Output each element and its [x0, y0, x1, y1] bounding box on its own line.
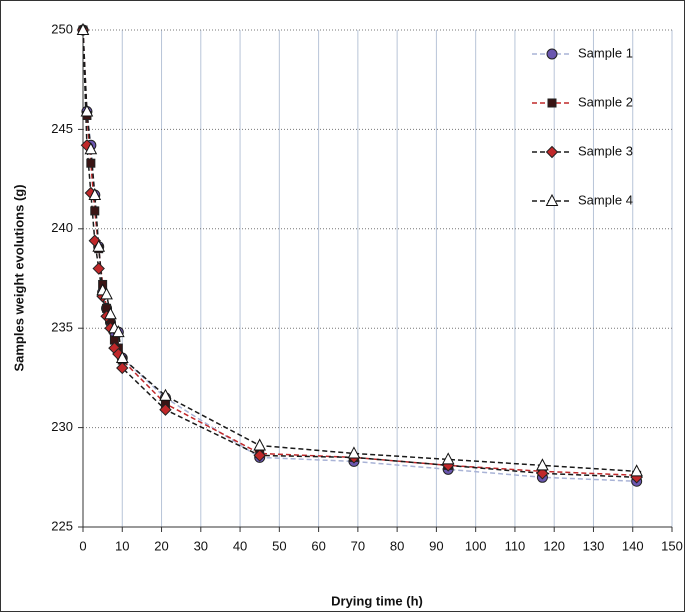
- legend-label: Sample 1: [578, 45, 633, 60]
- marker: [80, 104, 94, 117]
- x-tick-label: 10: [115, 538, 129, 553]
- marker: [92, 262, 105, 275]
- marker: [545, 193, 559, 206]
- marker: [116, 361, 129, 375]
- marker: [92, 239, 106, 252]
- marker: [86, 158, 96, 168]
- marker: [546, 48, 558, 60]
- x-tick-label: 110: [505, 538, 526, 553]
- marker: [76, 22, 90, 35]
- x-tick-label: 100: [465, 538, 487, 553]
- marker: [536, 458, 549, 471]
- marker: [253, 438, 267, 451]
- x-tick-label: 0: [79, 538, 86, 553]
- y-tick-label: 240: [51, 220, 73, 235]
- plot-area: [83, 30, 672, 527]
- y-tick-label: 225: [51, 518, 73, 533]
- marker: [347, 446, 361, 459]
- legend-label: Sample 2: [578, 94, 633, 109]
- marker: [545, 145, 559, 159]
- marker: [441, 452, 455, 465]
- x-tick-label: 120: [543, 538, 565, 553]
- marker: [84, 142, 98, 155]
- marker: [115, 350, 129, 364]
- x-tick-label: 90: [429, 538, 443, 553]
- marker: [159, 388, 172, 401]
- marker: [104, 307, 117, 320]
- marker: [90, 206, 100, 216]
- x-tick-label: 30: [194, 538, 208, 553]
- y-tick-label: 245: [51, 121, 73, 136]
- x-tick-label: 150: [661, 538, 683, 553]
- marker: [88, 187, 102, 201]
- legend-label: Sample 4: [578, 192, 633, 207]
- y-tick-label: 235: [51, 320, 73, 335]
- y-tick-label: 250: [51, 21, 73, 36]
- x-tick-label: 20: [154, 538, 168, 553]
- marker: [100, 287, 113, 300]
- marker: [630, 464, 643, 477]
- legend-label: Sample 3: [578, 143, 633, 158]
- x-tick-label: 60: [311, 538, 325, 553]
- x-tick-label: 70: [351, 538, 365, 553]
- y-tick-label: 230: [51, 419, 73, 434]
- marker: [547, 98, 557, 108]
- marker: [112, 325, 125, 338]
- x-axis-label: Drying time (h): [331, 593, 423, 608]
- x-tick-label: 50: [272, 538, 286, 553]
- x-tick-label: 80: [390, 538, 404, 553]
- marker: [253, 449, 266, 462]
- x-tick-label: 140: [622, 538, 644, 553]
- marker: [159, 403, 172, 416]
- y-axis-label: Samples weight evolutions (g): [11, 184, 26, 371]
- x-tick-label: 130: [583, 538, 605, 553]
- marker: [536, 467, 549, 480]
- x-tick-label: 40: [233, 538, 247, 553]
